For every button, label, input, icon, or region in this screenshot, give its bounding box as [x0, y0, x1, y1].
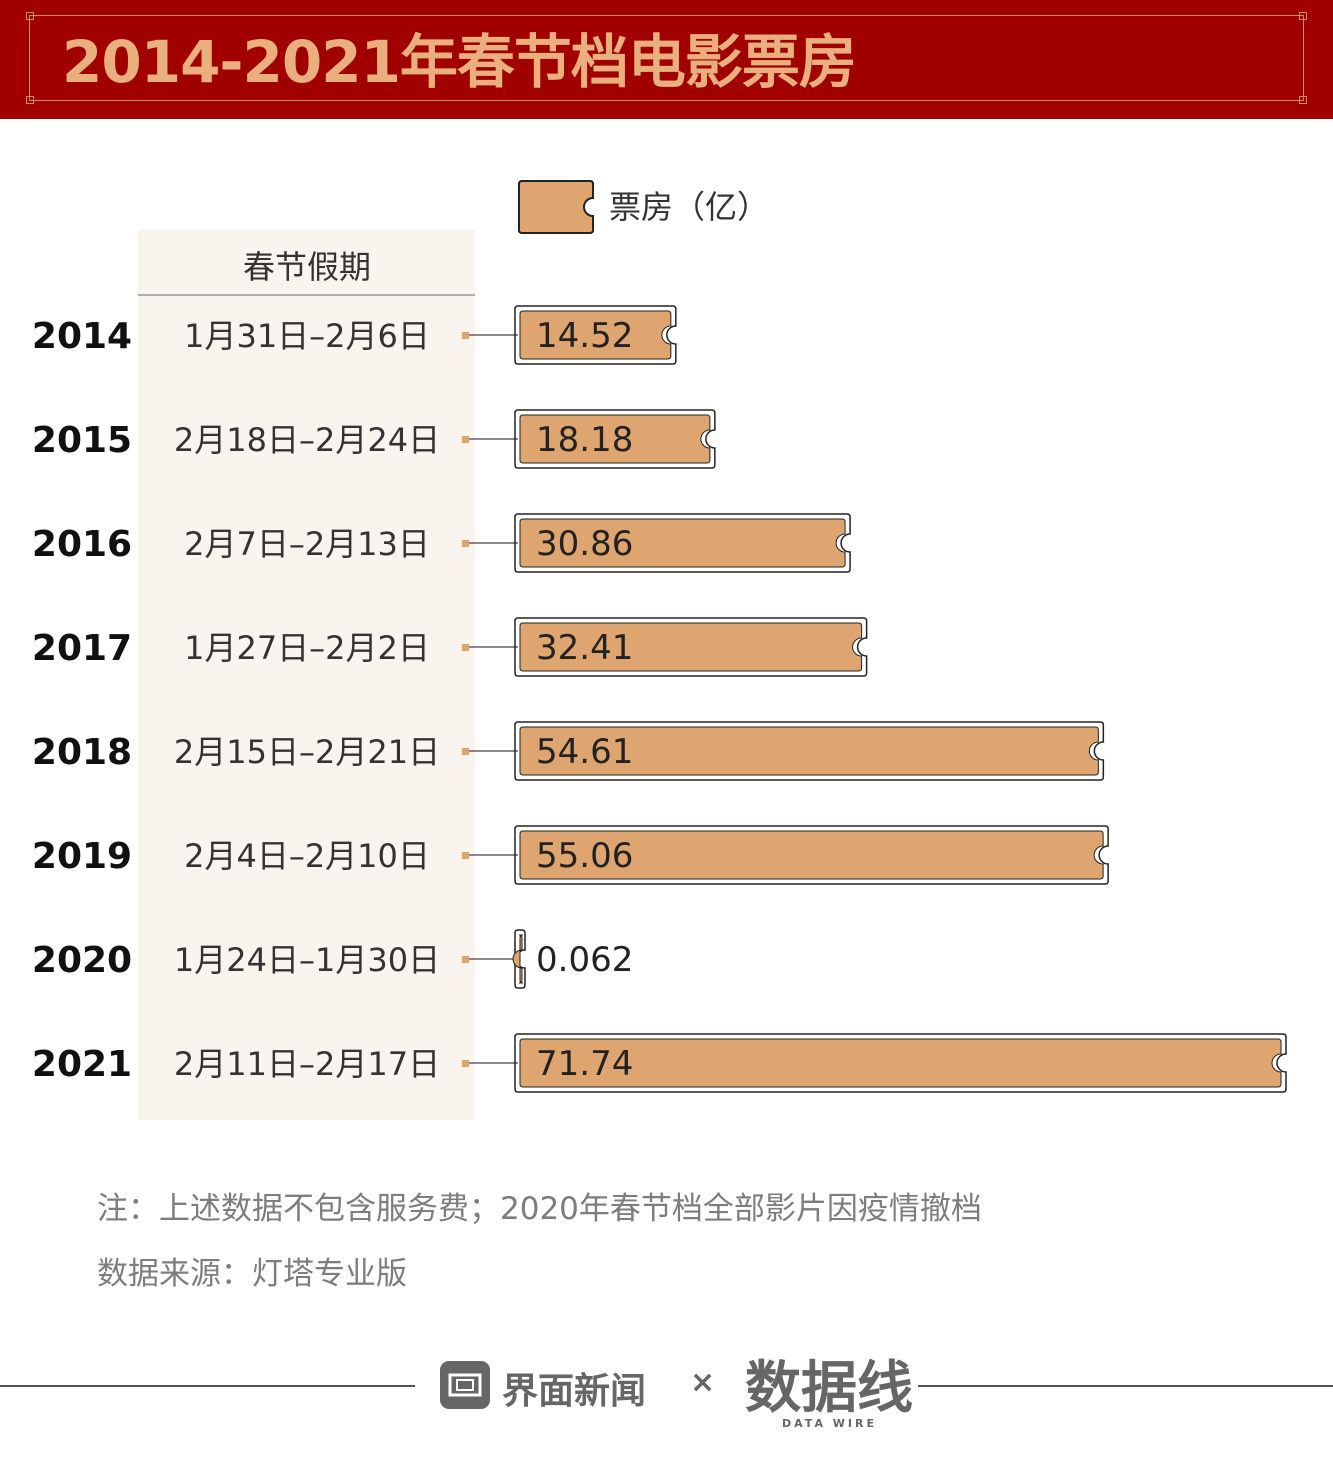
bar-outline [514, 409, 716, 469]
holiday-column-bg [138, 230, 475, 1120]
holiday-period: 1月27日–2月2日 [184, 629, 430, 667]
corner-ornament [26, 12, 34, 20]
box-office-chart: 春节假期 票房（亿） 2014 1月31日–2月6日 14.52 2015 2月18日–… [32, 180, 1287, 1120]
bar-outline [514, 305, 677, 365]
holiday-period: 2月7日–2月13日 [184, 525, 430, 563]
footer-divider-right [918, 1385, 1333, 1387]
year-label: 2018 [32, 732, 132, 773]
year-label: 2015 [32, 420, 132, 461]
legend: 票房（亿） [518, 180, 769, 234]
legend-label: 票房（亿） [609, 188, 769, 226]
row-connector-dot [462, 748, 469, 755]
year-label: 2019 [32, 836, 132, 877]
year-label: 2016 [32, 524, 132, 565]
value-label: 14.52 [536, 316, 633, 356]
row-connector-dot [462, 332, 469, 339]
page-title: 2014-2021年春节档电影票房 [62, 28, 857, 96]
value-label: 71.74 [536, 1044, 633, 1084]
brand-name: 界面新闻 [502, 1371, 647, 1412]
bar [519, 414, 711, 464]
legend-swatch [518, 180, 594, 234]
year-label: 2014 [32, 316, 132, 357]
bar-outline [514, 929, 526, 989]
bar [519, 726, 1099, 776]
bar [519, 310, 672, 360]
year-label: 2021 [32, 1044, 132, 1085]
bar [512, 934, 524, 984]
value-label: 54.61 [536, 732, 633, 772]
holiday-period: 2月4日–2月10日 [184, 837, 430, 875]
row-connector-dot [462, 436, 469, 443]
value-label: 30.86 [536, 524, 633, 564]
datawire-logo: 数据线 [745, 1355, 913, 1421]
value-label: 55.06 [536, 836, 633, 876]
jiemian-logo-icon [440, 1361, 490, 1409]
datawire-logo-sub: DATA WIRE [782, 1417, 877, 1430]
year-label: 2017 [32, 628, 132, 669]
bar-outline [514, 825, 1109, 885]
corner-ornament [1299, 96, 1307, 104]
holiday-period: 1月31日–2月6日 [184, 317, 430, 355]
value-label: 32.41 [536, 628, 633, 668]
holiday-period: 1月24日–1月30日 [174, 941, 440, 979]
header-frame [26, 12, 1307, 104]
year-label: 2020 [32, 940, 132, 981]
row-connector-dot [462, 1060, 469, 1067]
bar-outline [514, 617, 868, 677]
corner-ornament [1299, 12, 1307, 20]
collab-separator: × [690, 1365, 716, 1400]
bar [519, 1038, 1282, 1088]
holiday-period: 2月11日–2月17日 [174, 1045, 440, 1083]
footer-divider-left [0, 1385, 415, 1387]
value-label: 0.062 [536, 940, 633, 980]
bar-outline [514, 721, 1105, 781]
holiday-column-header: 春节假期 [243, 248, 371, 286]
footnote: 注：上述数据不包含服务费；2020年春节档全部影片因疫情撤档 [97, 1191, 982, 1227]
row-connector-dot [462, 540, 469, 547]
row-connector-dot [462, 956, 469, 963]
holiday-period: 2月18日–2月24日 [174, 421, 440, 459]
bar [519, 518, 846, 568]
bar-outline [514, 1033, 1287, 1093]
value-label: 18.18 [536, 420, 633, 460]
bar [519, 830, 1104, 880]
header-banner: 2014-2021年春节档电影票房 [0, 0, 1333, 119]
bar [519, 622, 863, 672]
row-connector-dot [462, 852, 469, 859]
holiday-period: 2月15日–2月21日 [174, 733, 440, 771]
row-connector-dot [462, 644, 469, 651]
corner-ornament [26, 96, 34, 104]
bar-outline [514, 513, 851, 573]
data-source: 数据来源：灯塔专业版 [97, 1256, 407, 1292]
